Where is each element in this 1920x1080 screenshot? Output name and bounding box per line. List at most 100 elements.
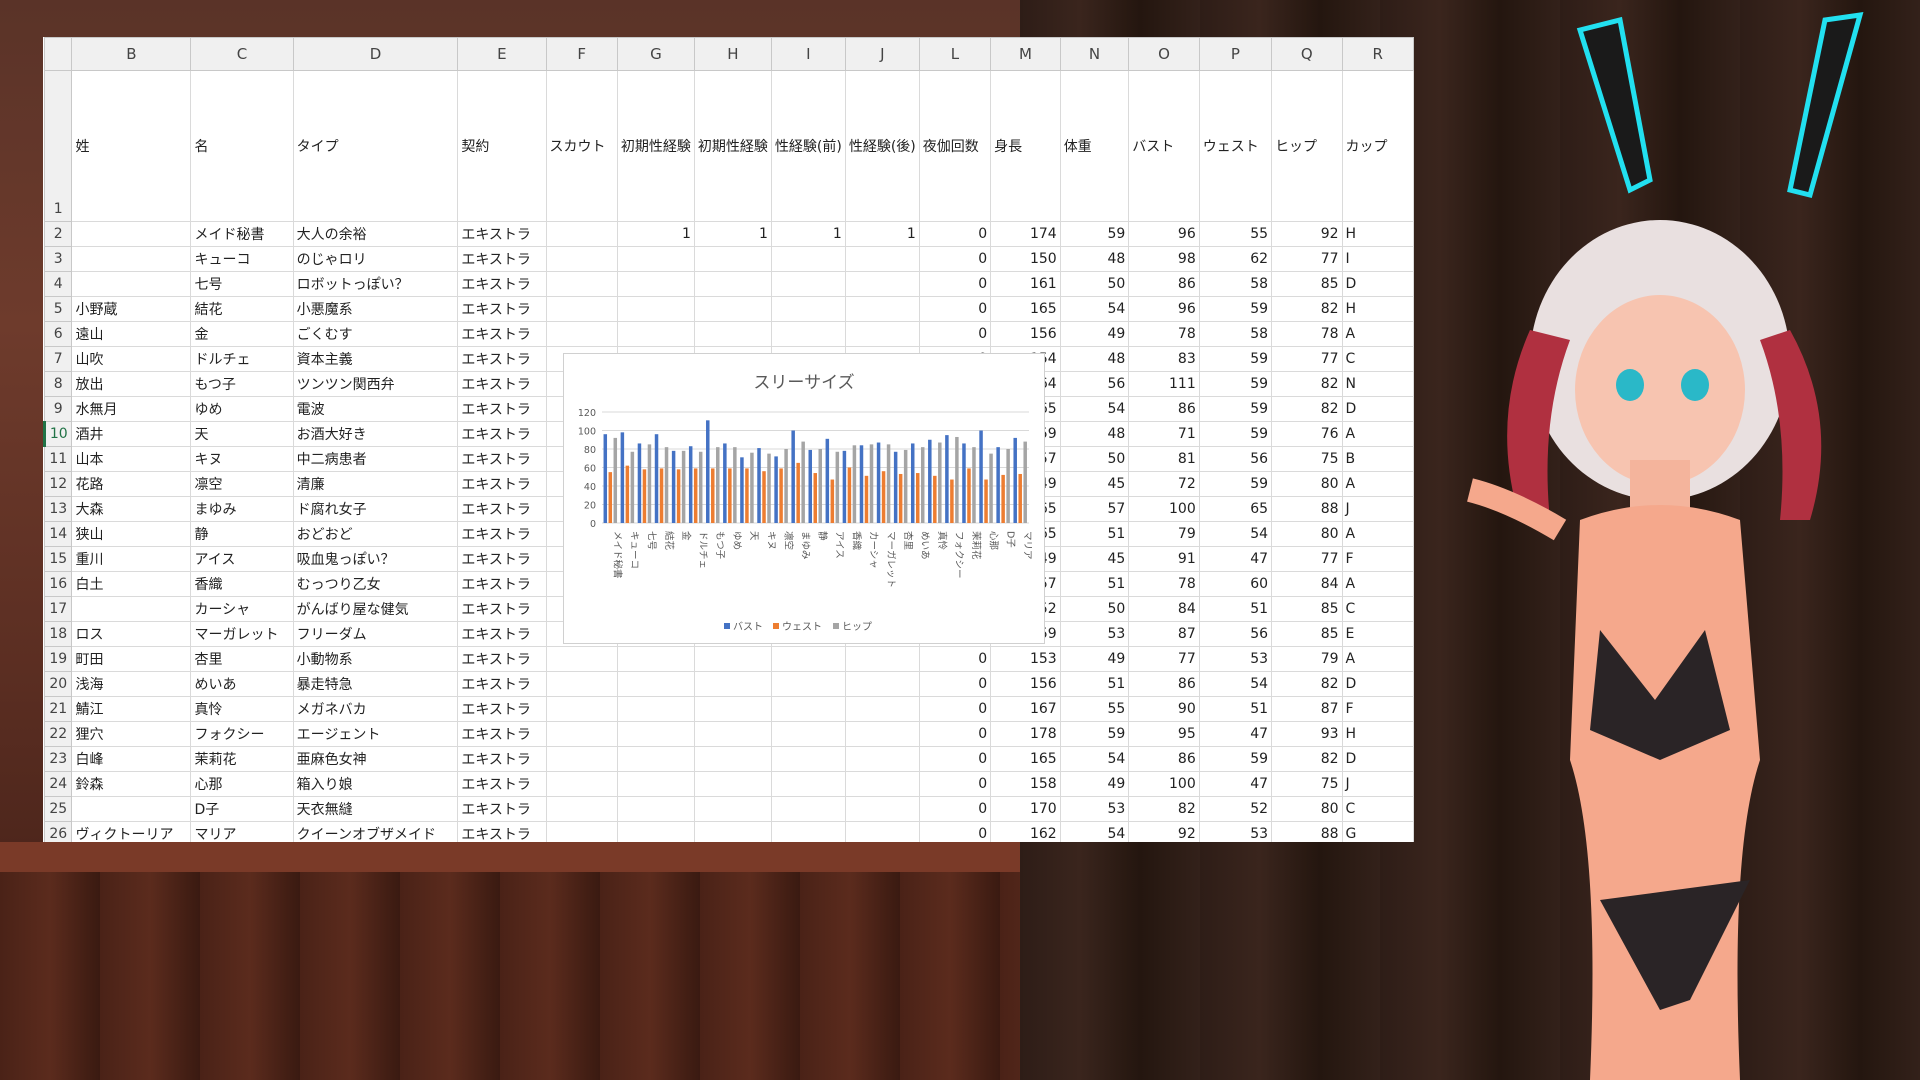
cell-Q10[interactable]: 76 bbox=[1271, 421, 1343, 447]
cell-D11[interactable]: 中二病患者 bbox=[292, 446, 459, 472]
cell-D3[interactable]: のじゃロリ bbox=[292, 246, 459, 272]
cell-R1[interactable]: カップ bbox=[1341, 70, 1414, 222]
column-header-L[interactable]: L bbox=[918, 37, 992, 71]
column-header-J[interactable]: J bbox=[844, 37, 920, 71]
cell-O22[interactable]: 95 bbox=[1128, 721, 1200, 747]
cell-B5[interactable]: 小野蔵 bbox=[71, 296, 192, 322]
cell-M6[interactable]: 156 bbox=[990, 321, 1061, 347]
cell-O21[interactable]: 90 bbox=[1128, 696, 1200, 722]
cell-N14[interactable]: 51 bbox=[1059, 521, 1130, 547]
cell-R16[interactable]: A bbox=[1341, 571, 1414, 597]
cell-D9[interactable]: 電波 bbox=[292, 396, 459, 422]
cell-B22[interactable]: 狸穴 bbox=[71, 721, 192, 747]
cell-C26[interactable]: マリア bbox=[190, 821, 294, 842]
legend-label[interactable]: バスト bbox=[733, 621, 763, 633]
cell-N1[interactable]: 体重 bbox=[1059, 70, 1130, 222]
cell-Q25[interactable]: 80 bbox=[1271, 796, 1343, 822]
cell-G6[interactable] bbox=[616, 321, 695, 347]
cell-P1[interactable]: ウェスト bbox=[1198, 70, 1273, 222]
cell-H23[interactable] bbox=[693, 746, 772, 772]
cell-Q23[interactable]: 82 bbox=[1271, 746, 1343, 772]
cell-E1[interactable]: 契約 bbox=[457, 70, 547, 222]
cell-G19[interactable] bbox=[616, 646, 695, 672]
cell-E13[interactable]: エキストラ bbox=[457, 496, 547, 522]
cell-G22[interactable] bbox=[616, 721, 695, 747]
cell-P21[interactable]: 51 bbox=[1198, 696, 1273, 722]
cell-C3[interactable]: キューコ bbox=[190, 246, 294, 272]
row-header-21[interactable]: 21 bbox=[43, 696, 73, 722]
cell-Q5[interactable]: 82 bbox=[1271, 296, 1343, 322]
cell-C24[interactable]: 心那 bbox=[190, 771, 294, 797]
cell-N18[interactable]: 53 bbox=[1059, 621, 1130, 647]
cell-N19[interactable]: 49 bbox=[1059, 646, 1130, 672]
cell-Q12[interactable]: 80 bbox=[1271, 471, 1343, 497]
cell-Q14[interactable]: 80 bbox=[1271, 521, 1343, 547]
cell-P11[interactable]: 56 bbox=[1198, 446, 1273, 472]
cell-R22[interactable]: H bbox=[1341, 721, 1414, 747]
cell-R17[interactable]: C bbox=[1341, 596, 1414, 622]
cell-H20[interactable] bbox=[693, 671, 772, 697]
cell-F1[interactable]: スカウト bbox=[545, 70, 618, 222]
cell-H25[interactable] bbox=[693, 796, 772, 822]
cell-R24[interactable]: J bbox=[1341, 771, 1414, 797]
cell-D14[interactable]: おどおど bbox=[292, 521, 459, 547]
cell-Q13[interactable]: 88 bbox=[1271, 496, 1343, 522]
cell-B20[interactable]: 浅海 bbox=[71, 671, 192, 697]
cell-O19[interactable]: 77 bbox=[1128, 646, 1200, 672]
cell-N17[interactable]: 50 bbox=[1059, 596, 1130, 622]
cell-G3[interactable] bbox=[616, 246, 695, 272]
cell-N7[interactable]: 48 bbox=[1059, 346, 1130, 372]
cell-F4[interactable] bbox=[545, 271, 618, 297]
cell-R5[interactable]: H bbox=[1341, 296, 1414, 322]
cell-F20[interactable] bbox=[545, 671, 618, 697]
cell-D26[interactable]: クイーンオブザメイド bbox=[292, 821, 459, 842]
cell-C13[interactable]: まゆみ bbox=[190, 496, 294, 522]
cell-O4[interactable]: 86 bbox=[1128, 271, 1200, 297]
cell-C2[interactable]: メイド秘書 bbox=[190, 221, 294, 247]
cell-F5[interactable] bbox=[545, 296, 618, 322]
cell-M26[interactable]: 162 bbox=[990, 821, 1061, 842]
cell-C10[interactable]: 天 bbox=[190, 421, 294, 447]
cell-E19[interactable]: エキストラ bbox=[457, 646, 547, 672]
cell-M25[interactable]: 170 bbox=[990, 796, 1061, 822]
column-header-F[interactable]: F bbox=[545, 37, 618, 71]
cell-O25[interactable]: 82 bbox=[1128, 796, 1200, 822]
cell-C25[interactable]: D子 bbox=[190, 796, 294, 822]
cell-J1[interactable]: 性経験(後) bbox=[844, 70, 920, 222]
cell-M1[interactable]: 身長 bbox=[990, 70, 1061, 222]
cell-I23[interactable] bbox=[770, 746, 846, 772]
cell-Q4[interactable]: 85 bbox=[1271, 271, 1343, 297]
cell-O15[interactable]: 91 bbox=[1128, 546, 1200, 572]
cell-J24[interactable] bbox=[844, 771, 920, 797]
cell-B19[interactable]: 町田 bbox=[71, 646, 192, 672]
cell-Q24[interactable]: 75 bbox=[1271, 771, 1343, 797]
cell-G4[interactable] bbox=[616, 271, 695, 297]
cell-R15[interactable]: F bbox=[1341, 546, 1414, 572]
cell-J26[interactable] bbox=[844, 821, 920, 842]
cell-N23[interactable]: 54 bbox=[1059, 746, 1130, 772]
cell-R20[interactable]: D bbox=[1341, 671, 1414, 697]
cell-G5[interactable] bbox=[616, 296, 695, 322]
row-header-1[interactable]: 1 bbox=[43, 70, 73, 222]
cell-R19[interactable]: A bbox=[1341, 646, 1414, 672]
cell-J19[interactable] bbox=[844, 646, 920, 672]
cell-E14[interactable]: エキストラ bbox=[457, 521, 547, 547]
cell-Q19[interactable]: 79 bbox=[1271, 646, 1343, 672]
cell-G24[interactable] bbox=[616, 771, 695, 797]
cell-Q7[interactable]: 77 bbox=[1271, 346, 1343, 372]
cell-B26[interactable]: ヴィクトーリア bbox=[71, 821, 192, 842]
row-header-5[interactable]: 5 bbox=[43, 296, 73, 322]
cell-R23[interactable]: D bbox=[1341, 746, 1414, 772]
cell-B15[interactable]: 重川 bbox=[71, 546, 192, 572]
row-header-19[interactable]: 19 bbox=[43, 646, 73, 672]
cell-P19[interactable]: 53 bbox=[1198, 646, 1273, 672]
cell-B18[interactable]: ロス bbox=[71, 621, 192, 647]
cell-I26[interactable] bbox=[770, 821, 846, 842]
cell-E9[interactable]: エキストラ bbox=[457, 396, 547, 422]
column-header-R[interactable]: R bbox=[1341, 37, 1414, 71]
cell-H4[interactable] bbox=[693, 271, 772, 297]
cell-C22[interactable]: フォクシー bbox=[190, 721, 294, 747]
cell-N16[interactable]: 51 bbox=[1059, 571, 1130, 597]
row-header-25[interactable]: 25 bbox=[43, 796, 73, 822]
cell-R14[interactable]: A bbox=[1341, 521, 1414, 547]
